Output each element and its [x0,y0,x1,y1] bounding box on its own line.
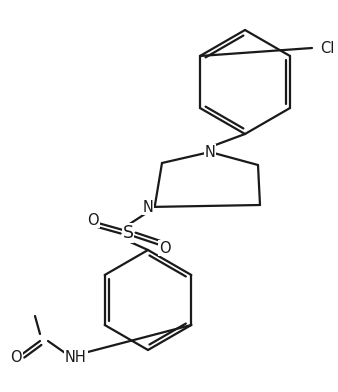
Text: Cl: Cl [320,40,334,56]
Text: NH: NH [65,350,87,365]
Text: N: N [204,145,215,160]
Text: S: S [122,224,134,242]
Text: O: O [10,350,22,365]
Text: O: O [87,212,99,227]
Text: O: O [159,241,171,256]
Text: N: N [143,200,153,214]
